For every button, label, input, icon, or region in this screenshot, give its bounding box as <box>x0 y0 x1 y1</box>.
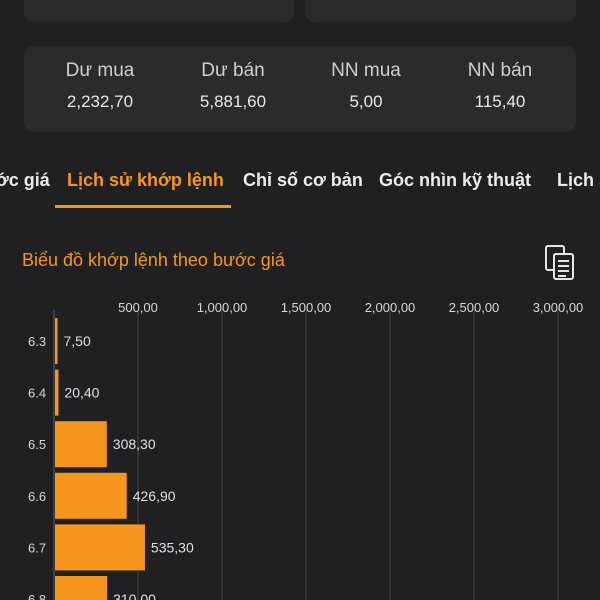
tick-label: 1,500,00 <box>281 300 332 315</box>
stat-label: NN bán <box>467 60 533 81</box>
data-label: 426,90 <box>133 488 176 504</box>
bar <box>55 421 107 468</box>
tick-label: 3,000,00 <box>533 300 584 315</box>
category-label: 6.3 <box>28 334 46 349</box>
stat-du-ban: Dư bán 5,881,60 <box>163 60 303 112</box>
tick-label: 2,000,00 <box>365 300 416 315</box>
category-label: 6.6 <box>28 489 46 504</box>
bar <box>55 318 58 364</box>
document-list-icon[interactable] <box>543 242 577 282</box>
bar <box>55 369 59 416</box>
stat-value: 5,881,60 <box>199 92 267 111</box>
chart-section-title: Biểu đồ khớp lệnh theo bước giá <box>22 250 285 270</box>
category-label: 6.8 <box>28 592 46 600</box>
tab-lich-su[interactable]: Lịch s <box>557 170 600 190</box>
stat-label: Dư bán <box>201 60 265 81</box>
category-label: 6.5 <box>28 437 46 452</box>
top-card-left <box>24 0 294 22</box>
category-label: 6.7 <box>28 540 46 555</box>
stat-nn-ban: NN bán 115,40 <box>430 60 570 112</box>
tab-lich-su-khop-lenh[interactable]: Lịch sử khớp lệnh <box>67 170 224 190</box>
order-match-bar-chart: 500,00 1,000,00 1,500,00 2,000,00 2,500,00 3,… <box>28 300 584 600</box>
bar <box>55 524 145 571</box>
data-label: 535,30 <box>151 539 194 555</box>
data-label: 20,40 <box>64 385 99 401</box>
trading-stats-card: Dư mua 2,232,70 Dư bán 5,881,60 NN mua 5… <box>24 46 576 132</box>
stat-label: Dư mua <box>65 60 135 81</box>
stat-value: 115,40 <box>474 92 526 111</box>
tick-label: 2,500,00 <box>449 300 500 315</box>
stat-du-mua: Dư mua 2,232,70 <box>30 60 170 112</box>
data-label: 310,00 <box>113 591 156 600</box>
stat-label: NN mua <box>331 60 401 81</box>
data-label: 7,50 <box>64 333 91 349</box>
bar <box>55 472 127 519</box>
stat-nn-mua: NN mua 5,00 <box>296 60 436 112</box>
tab-goc-nhin-ky-thuat[interactable]: Góc nhìn kỹ thuật <box>379 170 532 190</box>
category-label: 6.4 <box>28 386 46 401</box>
top-card-right <box>305 0 576 22</box>
stat-value: 2,232,70 <box>66 92 134 111</box>
tick-label: 1,000,00 <box>197 300 248 315</box>
tab-buoc-gia[interactable]: ớc giá <box>0 170 50 190</box>
active-tab-indicator <box>55 205 231 208</box>
bar <box>55 576 108 600</box>
tick-label: 500,00 <box>118 300 158 315</box>
stat-value: 5,00 <box>349 92 383 111</box>
tab-chi-so-co-ban[interactable]: Chỉ số cơ bản <box>243 170 363 190</box>
data-label: 308,30 <box>113 436 156 452</box>
tab-bar: ớc giá Lịch sử khớp lệnh Chỉ số cơ bản G… <box>0 160 600 212</box>
